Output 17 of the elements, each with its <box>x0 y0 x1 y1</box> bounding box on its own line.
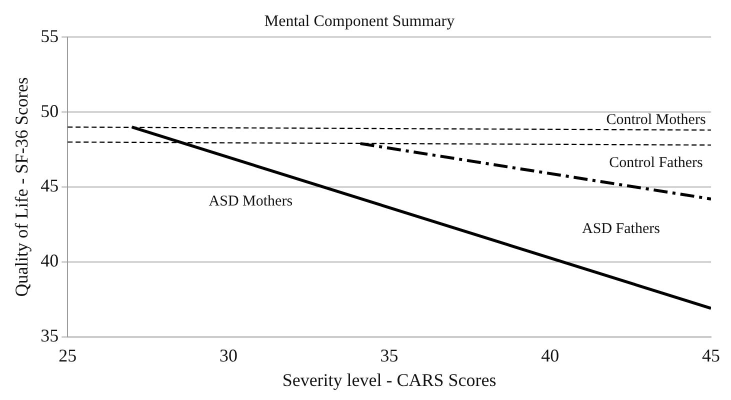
y-axis-title: Quality of Life - SF-36 Scores <box>12 77 32 297</box>
x-tick-label: 35 <box>380 345 398 366</box>
x-tick-label: 45 <box>702 345 720 366</box>
y-tick-label: 35 <box>40 326 59 346</box>
y-tick-label: 40 <box>40 250 59 271</box>
y-tick-label: 45 <box>40 176 59 196</box>
series-label: Control Mothers <box>606 112 706 128</box>
chart-title: Mental Component Summary <box>264 12 455 30</box>
y-tick-label: 55 <box>40 26 59 46</box>
series-label: Control Fathers <box>609 154 704 171</box>
x-tick-label: 30 <box>219 345 238 366</box>
series-label: ASD Mothers <box>208 193 293 210</box>
x-tick-label: 40 <box>541 345 560 366</box>
x-tick-label: 25 <box>58 345 77 366</box>
y-tick-label: 50 <box>40 100 59 121</box>
series-label: ASD Fathers <box>582 220 660 237</box>
x-axis-title: Severity level - CARS Scores <box>282 370 496 390</box>
